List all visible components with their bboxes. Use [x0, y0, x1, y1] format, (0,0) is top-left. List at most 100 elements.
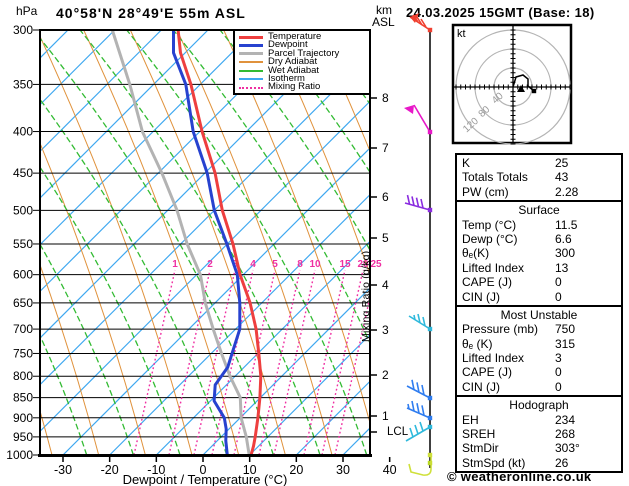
table-row-label: StmDir — [462, 441, 499, 456]
isotherm-lines — [40, 30, 370, 455]
pressure-tick-label: 350 — [13, 77, 33, 91]
table-row: K 25 — [457, 156, 621, 170]
table-row-label: θₑ (K) — [462, 336, 493, 351]
table-row-label: Dewp (°C) — [462, 231, 518, 246]
wind-barb-b4 — [404, 194, 433, 213]
wind-barb-column — [404, 13, 433, 476]
table-row: Temp (°C) 11.5 — [457, 218, 621, 232]
table-row-value: 750 — [555, 322, 576, 337]
legend-item: Isotherm — [239, 72, 369, 84]
table-row-label: CIN (J) — [462, 289, 500, 304]
table-row-value: 0 — [555, 379, 562, 394]
table-row-label: CAPE (J) — [462, 365, 513, 380]
temp-tick-label: -10 — [147, 463, 165, 477]
temp-tick-label: 40 — [383, 463, 397, 477]
km-tick-label: 3 — [382, 323, 389, 337]
pressure-tick-label: 800 — [13, 369, 33, 383]
mixing-ratio-value-label: 8 — [297, 259, 303, 270]
table-row-value: 11.5 — [555, 217, 578, 232]
table-row: CAPE (J) 0 — [457, 365, 621, 379]
mixing-ratio-value-label: 20 — [357, 259, 369, 270]
legend-label: Temperature — [268, 31, 322, 42]
mixing-ratio-axis-label: Mixing Ratio (g/kg) — [360, 250, 372, 342]
table-row-label: K — [462, 156, 471, 170]
table-row: CAPE (J) 0 — [457, 275, 621, 289]
table-row-value: 13 — [555, 260, 569, 275]
table-row: PW (cm) 2.28 — [457, 185, 621, 199]
table-row-value: 315 — [555, 336, 576, 351]
table-row: Lifted Index 13 — [457, 261, 621, 275]
table-row: Totals Totals 43 — [457, 170, 621, 184]
pressure-tick-label: 450 — [13, 166, 33, 180]
legend-label: Wet Adiabat — [268, 64, 320, 76]
table-row-value: 25 — [555, 156, 569, 170]
pressure-tick-label: 300 — [13, 23, 33, 37]
table-row-value: 300 — [555, 246, 576, 261]
km-axis: 8 7 6 5 4 3 2 1 — [370, 91, 389, 433]
legend-swatch-mixing-ratio — [239, 86, 263, 89]
table-row-label: Temp (°C) — [462, 217, 517, 232]
table-row: CIN (J) 0 — [457, 380, 621, 394]
table-row-label: SREH — [462, 427, 496, 442]
table-row: StmDir 303° — [457, 441, 621, 455]
mixing-ratio-lines: 1 2 3 4 5 8 10 15 20 25 — [133, 259, 382, 455]
legend-swatch-temperature — [239, 35, 263, 39]
legend-item: Mixing Ratio — [239, 81, 369, 93]
legend-label: Isotherm — [268, 72, 305, 84]
dewpoint-curve — [172, 30, 242, 455]
hodograph-marker-square — [531, 88, 537, 94]
pressure-tick-label: 850 — [13, 391, 33, 405]
pressure-tick-label: 550 — [13, 237, 33, 251]
temp-tick-label: 20 — [289, 463, 303, 477]
hodograph-unit-label: kt — [457, 28, 466, 40]
legend-label: Dewpoint — [268, 39, 308, 51]
table-row-value: 0 — [555, 275, 562, 290]
legend-item: Dry Adiabat — [239, 56, 369, 68]
table-row-label: Lifted Index — [462, 260, 525, 275]
table-row-label: StmSpd (kt) — [462, 455, 526, 470]
altitude-axis-unit-asl: ASL — [372, 15, 395, 29]
temp-tick-label: 30 — [336, 463, 350, 477]
mixing-ratio-value-label: 10 — [309, 259, 321, 270]
km-tick-label: 8 — [382, 91, 389, 105]
table-row-value: 0 — [555, 289, 562, 304]
mixing-ratio-value-label: 15 — [339, 259, 351, 270]
table-row: Lifted Index 3 — [457, 351, 621, 365]
legend-swatch-dewpoint — [239, 44, 263, 48]
table-section-header: Hodograph — [509, 398, 569, 413]
station-title: 40°58'N 28°49'E 55m ASL — [56, 5, 246, 21]
table-row: θₑ(K) 300 — [457, 246, 621, 260]
plot-legend: Temperature Dewpoint Parcel Trajectory Dry … — [233, 29, 371, 95]
pressure-axis-unit: hPa — [16, 4, 38, 18]
table-row: SREH 268 — [457, 427, 621, 441]
indices-table: K 25 Totals Totals 43 PW (cm) 2.28 Surface Temp… — [455, 153, 623, 474]
mixing-ratio-value-label: 2 — [207, 259, 213, 270]
table-row-label: θₑ(K) — [462, 246, 490, 261]
pressure-tick-label: 600 — [13, 268, 33, 282]
temp-tick-label: -30 — [54, 463, 72, 477]
table-row: Pressure (mb) 750 — [457, 322, 621, 336]
legend-swatch-parcel-trajectory — [239, 52, 263, 56]
table-section-header: Most Unstable — [500, 307, 578, 322]
km-tick-label: 7 — [382, 141, 389, 155]
table-row: θₑ (K) 315 — [457, 337, 621, 351]
pressure-tick-label: 650 — [13, 296, 33, 310]
legend-item: Dewpoint — [239, 39, 369, 51]
table-row-value: 268 — [555, 427, 576, 442]
table-row-value: 2.28 — [555, 184, 579, 199]
table-section: Surface Temp (°C) 11.5 Dewp (°C) 6.6 θₑ(K) 300… — [457, 200, 621, 305]
pressure-tick-label: 900 — [13, 411, 33, 425]
altitude-axis-unit-km: km — [376, 3, 392, 17]
legend-swatch-isotherm — [239, 78, 263, 81]
mixing-ratio-value-label: 1 — [172, 259, 178, 270]
table-row-label: Totals Totals — [462, 170, 528, 185]
wind-barb-b3h — [406, 400, 433, 421]
legend-label: Mixing Ratio — [268, 81, 321, 93]
legend-label: Dry Adiabat — [268, 56, 318, 68]
hodograph-trace — [512, 74, 535, 92]
mixing-ratio-value-label: 4 — [250, 259, 256, 270]
table-row-value: 26 — [555, 455, 569, 470]
table-section: Hodograph EH 234 SREH 268 StmDir 303° StmSpd (k… — [457, 395, 621, 471]
wind-barb-b2h — [408, 313, 433, 332]
